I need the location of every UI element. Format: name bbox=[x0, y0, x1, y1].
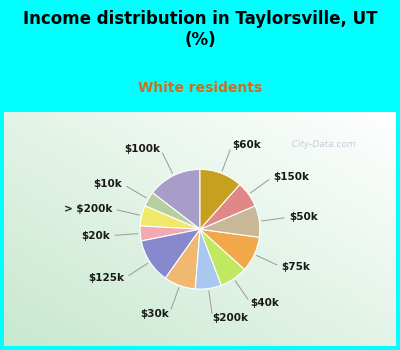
Text: > $200k: > $200k bbox=[64, 204, 112, 214]
Text: City-Data.com: City-Data.com bbox=[286, 140, 356, 149]
Text: $30k: $30k bbox=[141, 309, 170, 319]
Text: $75k: $75k bbox=[282, 262, 310, 272]
Wedge shape bbox=[200, 229, 259, 270]
Text: $100k: $100k bbox=[124, 144, 160, 154]
Wedge shape bbox=[145, 193, 200, 229]
Text: $20k: $20k bbox=[82, 231, 110, 240]
Text: $150k: $150k bbox=[273, 172, 309, 182]
Text: White residents: White residents bbox=[138, 80, 262, 94]
Wedge shape bbox=[200, 184, 255, 229]
Wedge shape bbox=[141, 229, 200, 278]
Wedge shape bbox=[200, 206, 260, 237]
Text: $200k: $200k bbox=[213, 313, 249, 323]
Wedge shape bbox=[166, 229, 200, 289]
Text: $125k: $125k bbox=[89, 273, 125, 283]
Wedge shape bbox=[200, 169, 240, 229]
Wedge shape bbox=[152, 169, 200, 229]
Text: $50k: $50k bbox=[289, 212, 318, 222]
Text: $40k: $40k bbox=[251, 298, 280, 308]
Text: Income distribution in Taylorsville, UT
(%): Income distribution in Taylorsville, UT … bbox=[23, 10, 377, 49]
Text: $10k: $10k bbox=[94, 179, 122, 189]
Wedge shape bbox=[140, 206, 200, 229]
Wedge shape bbox=[195, 229, 221, 289]
Wedge shape bbox=[140, 226, 200, 241]
Text: $60k: $60k bbox=[232, 140, 261, 150]
Wedge shape bbox=[200, 229, 244, 285]
